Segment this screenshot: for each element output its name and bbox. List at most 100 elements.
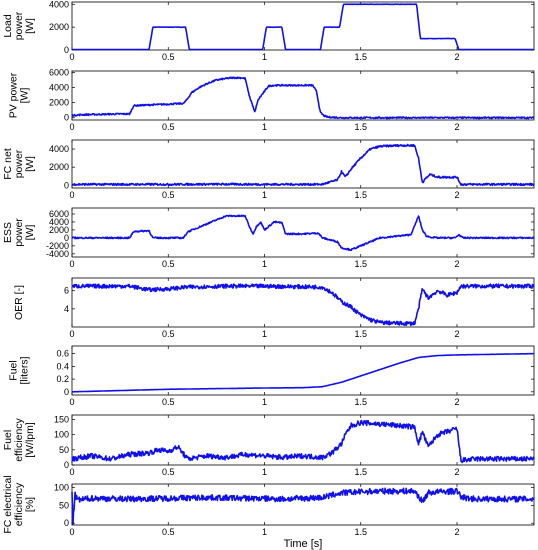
x-tick-label: 1.5 xyxy=(354,397,367,407)
y-tick-label: 0 xyxy=(64,518,69,528)
y-tick-label: 50 xyxy=(59,500,69,510)
y-tick-label: 2000 xyxy=(49,98,69,108)
plot-frame xyxy=(71,414,535,466)
x-tick-label: 1.5 xyxy=(354,122,367,132)
x-tick-label: 2 xyxy=(454,467,459,477)
x-tick-label: 1.5 xyxy=(354,259,367,269)
y-axis-label: Loadpower[W] xyxy=(2,11,36,40)
plot-frame xyxy=(71,70,535,121)
y-axis-label-line: [W] xyxy=(19,88,31,104)
y-axis-label-line: power xyxy=(13,11,25,40)
y-axis-label: PV power[W] xyxy=(8,72,31,118)
y-tick-label: 0 xyxy=(64,233,69,243)
series-line xyxy=(71,352,535,393)
y-axis-label: Fuelefficiency[W/lpm] xyxy=(2,417,36,461)
x-tick-label: 1 xyxy=(262,527,267,537)
y-axis-label-line: [W/lpm] xyxy=(24,422,36,458)
x-tick-label: 0.5 xyxy=(162,259,175,269)
y-tick-label: -2000 xyxy=(46,241,69,251)
y-axis-label-line: ESS xyxy=(2,222,14,243)
y-tick-label: 6000 xyxy=(49,209,69,219)
y-tick-label: 0.2 xyxy=(56,374,69,384)
y-tick-label: 4 xyxy=(64,304,69,314)
y-axis-label-line: [liters] xyxy=(19,356,31,384)
x-tick-label: 1.5 xyxy=(354,527,367,537)
plot-frame xyxy=(71,207,535,258)
x-tick-label: 2 xyxy=(454,259,459,269)
x-tick-label: 1 xyxy=(262,190,267,200)
y-axis-label-line: FC electrical xyxy=(2,475,14,533)
x-tick-label: 0 xyxy=(69,397,74,407)
y-axis-label-line: efficiency xyxy=(13,417,25,461)
y-axis-label-line: OER [-] xyxy=(13,285,25,320)
y-tick-label: 4000 xyxy=(49,0,69,9)
x-tick-label: 1.5 xyxy=(354,329,367,339)
panel-1: 0 0.5 1 1.5 2 0 2000 4000 Loadpower[W] xyxy=(2,0,535,62)
x-tick-label: 0 xyxy=(69,190,74,200)
y-tick-label: -4000 xyxy=(46,249,69,259)
series-line xyxy=(71,214,535,252)
panel-3: 0 0.5 1 1.5 2 0 2000 4000 FC netpower[W] xyxy=(2,139,535,200)
series-line xyxy=(71,283,535,327)
y-axis-label-line: [W] xyxy=(24,156,36,172)
y-tick-label: 50 xyxy=(59,445,69,455)
y-tick-label: 0.4 xyxy=(56,361,69,371)
plot-frame xyxy=(71,277,535,328)
y-axis-label: OER [-] xyxy=(13,285,25,320)
x-tick-label: 1 xyxy=(262,467,267,477)
plot-frame xyxy=(71,1,535,51)
y-tick-label: 4000 xyxy=(49,144,69,154)
y-axis-label-line: Load xyxy=(2,14,14,38)
x-tick-label: 2 xyxy=(454,122,459,132)
x-tick-label: 2 xyxy=(454,190,459,200)
x-tick-label: 0 xyxy=(69,52,74,62)
y-tick-label: 0.6 xyxy=(56,349,69,359)
panel-7: 0 0.5 1 1.5 2 0 50 100 150 Fuelefficiency[W/lpm] xyxy=(2,414,535,477)
x-tick-label: 0 xyxy=(69,259,74,269)
x-axis-label: Time [s] xyxy=(284,538,323,550)
panel-4: 0 0.5 1 1.5 2-4000-20000200040006000ESSpower… xyxy=(2,207,535,269)
y-tick-label: 100 xyxy=(54,483,69,493)
x-tick-label: 2 xyxy=(454,329,459,339)
y-axis-label-line: [%] xyxy=(24,497,36,512)
y-tick-label: 2000 xyxy=(49,225,69,235)
y-axis-label-line: power xyxy=(13,149,25,178)
x-tick-label: 1 xyxy=(262,52,267,62)
y-tick-label: 2000 xyxy=(49,22,69,32)
y-tick-label: 4000 xyxy=(49,217,69,227)
x-tick-label: 0 xyxy=(69,122,74,132)
x-tick-label: 2 xyxy=(454,397,459,407)
x-tick-label: 0.5 xyxy=(162,190,175,200)
y-tick-label: 2000 xyxy=(49,162,69,172)
y-tick-label: 100 xyxy=(54,430,69,440)
y-tick-label: 0 xyxy=(64,387,69,397)
x-tick-label: 0 xyxy=(69,329,74,339)
y-axis-label-line: Fuel xyxy=(8,360,20,380)
y-axis-label-line: [W] xyxy=(24,225,36,241)
y-tick-label: 4000 xyxy=(49,83,69,93)
series-line xyxy=(71,143,535,187)
y-axis-label: Fuel[liters] xyxy=(8,356,31,384)
y-tick-label: 0 xyxy=(64,460,69,470)
series-line xyxy=(71,3,535,51)
x-tick-label: 2 xyxy=(454,527,459,537)
plot-frame xyxy=(71,139,535,189)
y-axis-label: FC netpower[W] xyxy=(2,148,36,180)
x-tick-label: 1 xyxy=(262,122,267,132)
series-line xyxy=(71,487,535,525)
panel-6: 0 0.5 1 1.5 2 0 0.2 0.4 0.6 Fuel[liters] xyxy=(8,345,535,407)
panel-5: 0 0.5 1 1.5 2 4 6 OER [-] xyxy=(13,277,535,339)
y-axis-label-line: efficiency xyxy=(13,482,25,526)
y-axis-label: FC electricalefficiency[%] xyxy=(2,475,36,533)
y-axis-label-line: FC net xyxy=(2,148,14,180)
y-tick-label: 0 xyxy=(64,45,69,55)
x-tick-label: 0.5 xyxy=(162,52,175,62)
x-tick-label: 1 xyxy=(262,329,267,339)
series-line xyxy=(71,419,535,464)
panel-2: 0 0.5 1 1.5 2 0 2000 4000 6000 PV power[W] xyxy=(8,68,535,132)
x-tick-label: 0.5 xyxy=(162,122,175,132)
panel-8: 0 0.5 1 1.5 2 0 50 100 FC electricalefficiency[%… xyxy=(2,475,535,550)
x-tick-label: 0.5 xyxy=(162,467,175,477)
x-tick-label: 0 xyxy=(69,467,74,477)
